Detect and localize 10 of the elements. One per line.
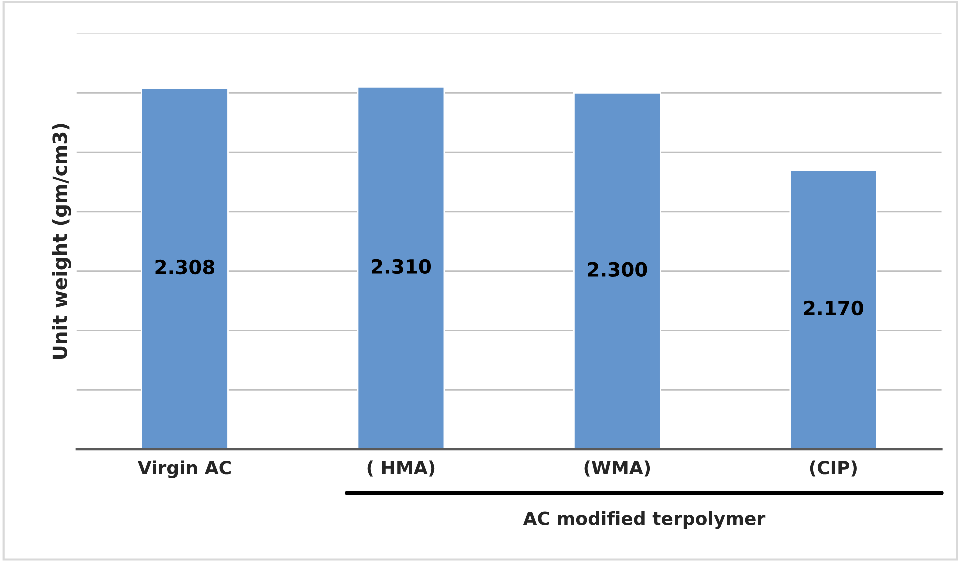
- data-label: 2.170: [804, 300, 864, 316]
- x-tick-label: ( HMA): [368, 460, 435, 477]
- x-tick-label: (CIP): [810, 460, 857, 477]
- x-tick-label: Virgin AC: [138, 460, 231, 478]
- data-label: 2.300: [588, 262, 648, 278]
- data-label: 2.308: [156, 260, 215, 275]
- data-label: 2.310: [372, 259, 432, 274]
- text: AC modified terpolymer: [523, 511, 766, 530]
- x-tick-label: (WMA): [584, 460, 650, 477]
- y-axis-title: Unit weight (gm/cm3): [52, 124, 72, 360]
